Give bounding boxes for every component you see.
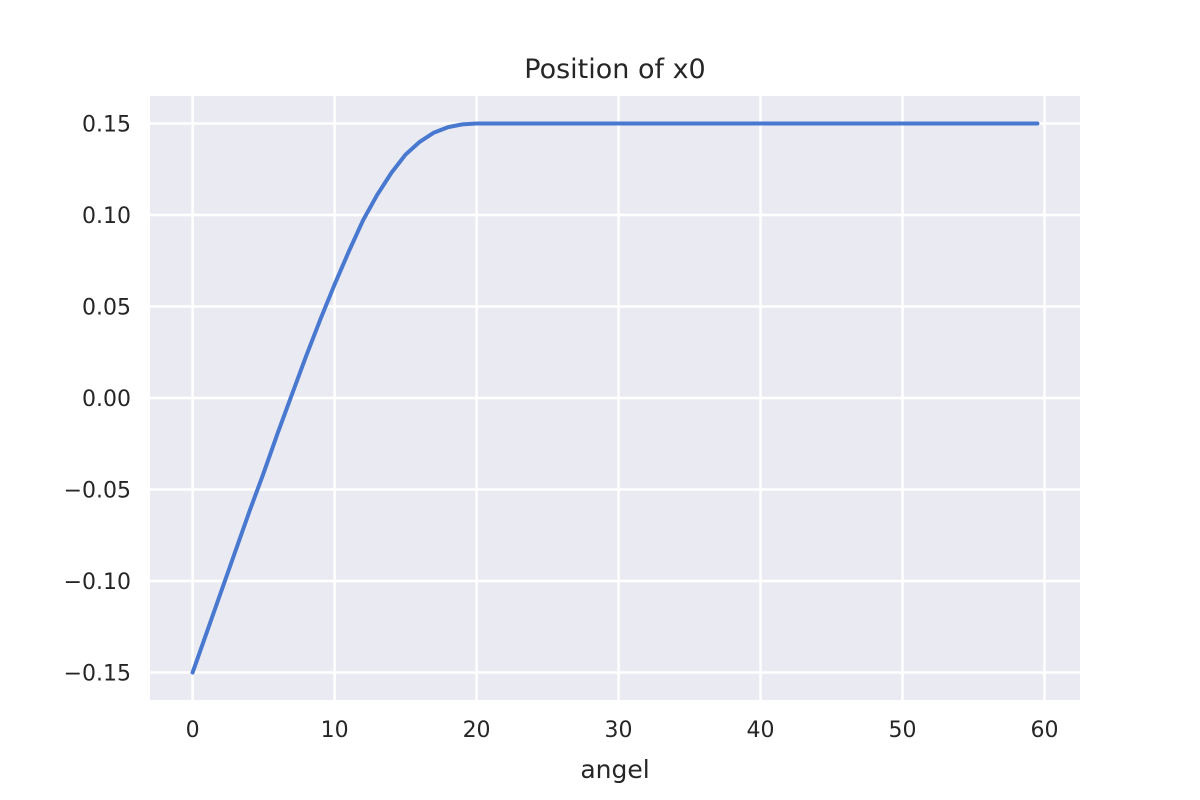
y-tick-label: −0.15: [64, 662, 131, 687]
x-tick-label: 50: [889, 718, 917, 743]
series-line: [190, 121, 1040, 675]
y-tick-label: −0.10: [64, 570, 131, 595]
x-tick-label: 40: [747, 718, 775, 743]
y-tick-label: 0.05: [82, 295, 131, 320]
x-tick-label: 60: [1031, 718, 1059, 743]
y-tick-label: −0.05: [64, 479, 131, 504]
x-tick-label: 10: [321, 718, 349, 743]
y-tick-label: 0.15: [82, 112, 131, 137]
x-tick-label: 20: [463, 718, 491, 743]
y-tick-label: 0.10: [82, 204, 131, 229]
x-tick-label: 30: [605, 718, 633, 743]
x-axis-label: angel: [580, 755, 649, 784]
y-tick-label: 0.00: [82, 387, 131, 412]
chart-title: Position of x0: [524, 54, 705, 85]
x-tick-label: 0: [186, 718, 200, 743]
y-tick-labels: −0.15 −0.10 −0.05 0.00 0.05 0.10 0.15: [64, 112, 131, 686]
x-tick-labels: 0 10 20 30 40 50 60: [186, 718, 1059, 743]
series-layer: [190, 121, 1040, 675]
